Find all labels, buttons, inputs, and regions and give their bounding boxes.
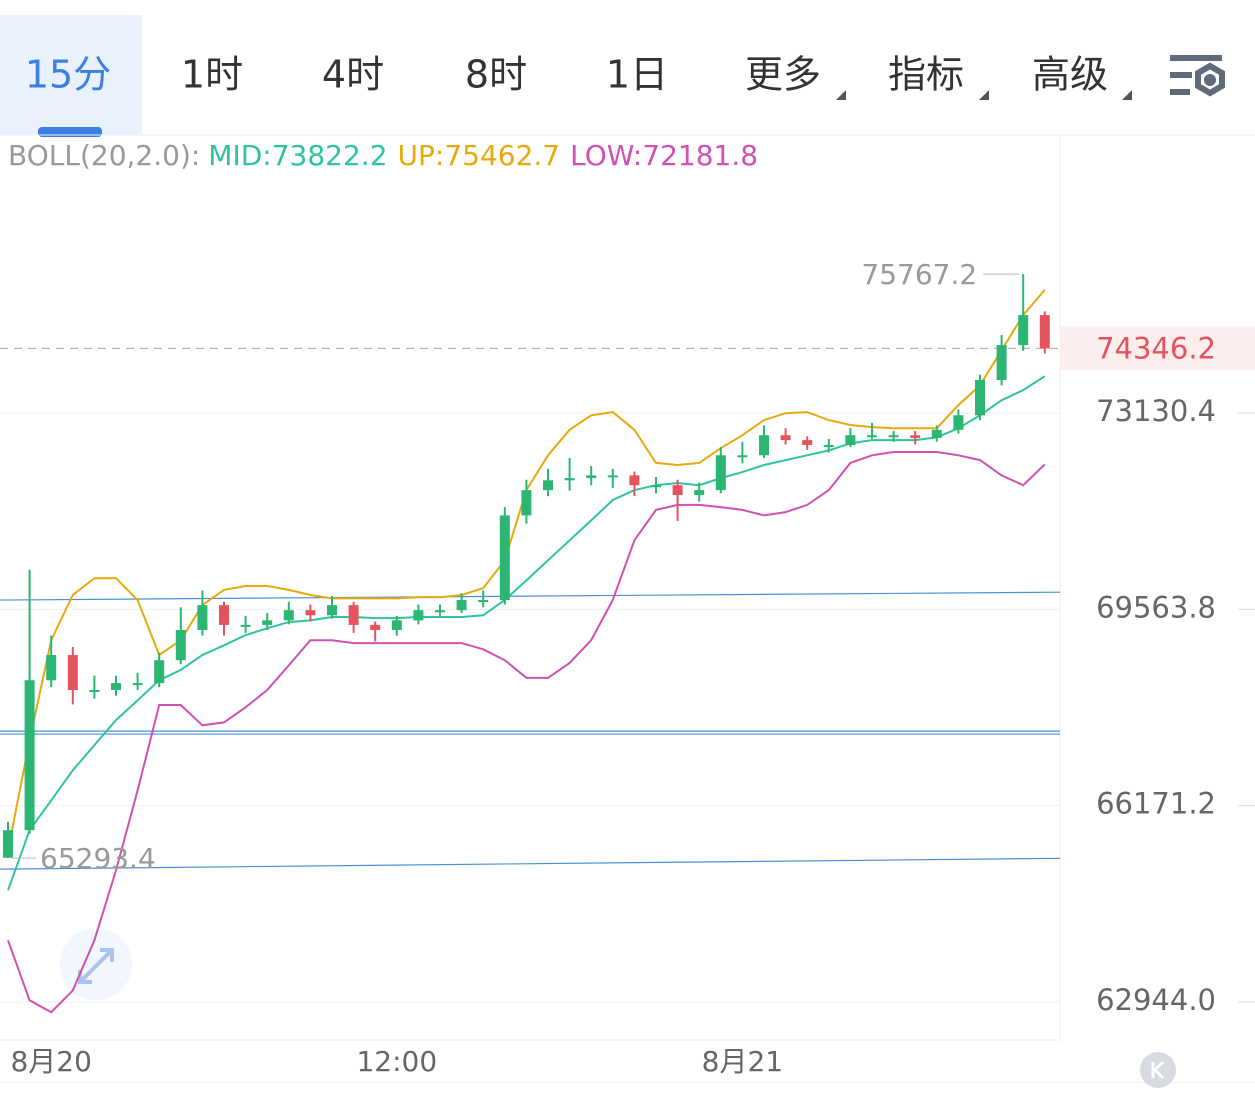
- tab[interactable]: 15分: [25, 53, 111, 97]
- candle-body: [607, 475, 618, 478]
- candle-body: [3, 830, 13, 858]
- candle-body: [651, 485, 661, 488]
- candle-body: [543, 480, 553, 491]
- low-label: 65293.4: [40, 842, 156, 875]
- legend: BOLL(20,2.0): MID:73822.2 UP:75462.7 LOW:72…: [8, 139, 758, 172]
- x-tick-label: 12:00: [356, 1045, 437, 1078]
- candle-body: [629, 475, 640, 486]
- candle-body: [1039, 315, 1050, 349]
- candle-body: [780, 435, 791, 441]
- candle-body: [845, 435, 856, 445]
- candle-body: [694, 490, 705, 496]
- legend-name: LOW:: [570, 139, 642, 172]
- candle-body: [197, 605, 208, 630]
- tab[interactable]: 8时: [465, 53, 527, 97]
- candle-body: [219, 605, 229, 625]
- candle-body: [521, 490, 532, 516]
- dropdown-marker: [979, 90, 989, 100]
- candle-body: [240, 624, 251, 627]
- active-tab-bg: [0, 15, 142, 135]
- candle-body: [89, 690, 100, 693]
- dropdown-marker: [1122, 90, 1132, 100]
- tab[interactable]: 高级: [1032, 53, 1108, 97]
- candle-body: [996, 345, 1007, 381]
- last-price-label: 74346.2: [1096, 331, 1216, 365]
- candle-body: [931, 429, 942, 438]
- indicator-label: BOLL(20,2.0):: [8, 139, 200, 172]
- y-tick-label: 73130.4: [1096, 394, 1216, 428]
- candle-body: [672, 485, 683, 496]
- candle-body: [564, 478, 575, 481]
- candle-body: [478, 600, 489, 603]
- candle-body: [348, 605, 359, 625]
- tab[interactable]: 更多: [745, 53, 821, 97]
- legend-value: 72181.8: [642, 139, 758, 172]
- candle-body: [24, 680, 35, 831]
- candle-body: [456, 600, 467, 611]
- trend-line: [0, 591, 1061, 601]
- candle-body: [327, 605, 337, 616]
- boll-line: [7, 289, 1046, 851]
- tab[interactable]: 1时: [181, 53, 243, 97]
- candle-body: [802, 440, 813, 445]
- candle-body: [499, 515, 510, 601]
- legend-name: UP:: [398, 139, 445, 172]
- candle-body: [391, 620, 402, 630]
- candle-body: [715, 455, 726, 491]
- candle-body: [888, 435, 899, 438]
- candle-body: [132, 683, 143, 686]
- candle-body: [867, 435, 877, 438]
- trend-line: [0, 857, 1061, 870]
- boll-line: [7, 451, 1046, 1014]
- candle-body: [975, 380, 985, 416]
- candle-body: [370, 624, 381, 630]
- high-label: 75767.2: [861, 258, 977, 291]
- x-tick-label: 8月20: [10, 1045, 91, 1078]
- candle-body: [823, 444, 834, 447]
- back-icon[interactable]: [1140, 1052, 1176, 1088]
- candle-body: [305, 610, 316, 616]
- candle-body: [737, 455, 748, 458]
- tab[interactable]: 1日: [606, 53, 668, 97]
- tab[interactable]: 4时: [322, 53, 384, 97]
- legend-value: 73822.2: [272, 139, 388, 172]
- candle-body: [586, 475, 597, 479]
- expand-icon[interactable]: [60, 928, 132, 1000]
- legend-name: MID:: [208, 139, 271, 172]
- candle-body: [283, 610, 294, 621]
- candle-body: [262, 620, 273, 625]
- candle-body: [175, 629, 186, 661]
- candle-body: [111, 683, 121, 691]
- candle-body: [759, 435, 769, 456]
- candle-body: [1018, 315, 1029, 346]
- x-tick-label: 8月21: [702, 1045, 783, 1078]
- last-price-box: [1060, 326, 1255, 371]
- candle-body: [413, 610, 424, 621]
- tab[interactable]: 指标: [888, 53, 964, 97]
- candle-body: [154, 660, 165, 684]
- candle-body: [67, 655, 78, 691]
- boll-line: [7, 375, 1046, 891]
- candle-body: [435, 610, 445, 613]
- y-tick-label: 69563.8: [1096, 590, 1216, 624]
- candle-body: [46, 655, 57, 681]
- y-tick-label: 62944.0: [1096, 983, 1216, 1017]
- candle-body: [953, 415, 964, 430]
- y-tick-label: 66171.2: [1096, 787, 1216, 821]
- candle-body: [910, 435, 921, 438]
- settings-icon[interactable]: [1170, 55, 1225, 97]
- dropdown-marker: [836, 90, 846, 100]
- legend-value: 75462.7: [444, 139, 560, 172]
